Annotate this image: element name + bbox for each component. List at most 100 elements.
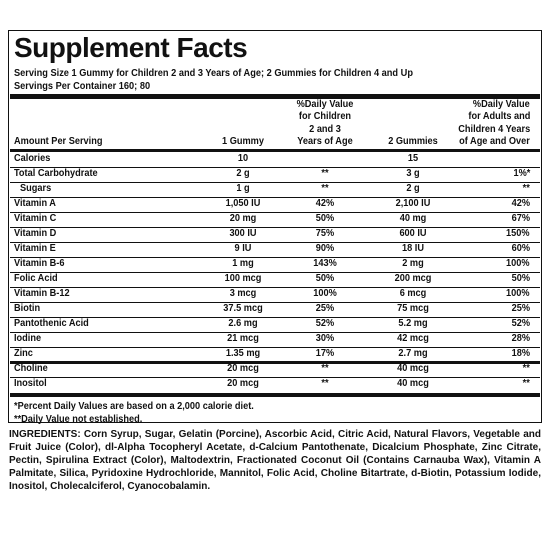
column-header: Years of Age — [297, 136, 353, 147]
nutrient-name: Pantothenic Acid — [14, 318, 89, 329]
servings-per-container: Servings Per Container 160; 80 — [14, 80, 151, 92]
nutrient-name: Choline — [14, 363, 48, 374]
row-rule — [10, 212, 540, 213]
nutrient-value: 50% — [511, 273, 530, 284]
thick-rule — [10, 361, 540, 364]
nutrient-name: Biotin — [14, 303, 41, 314]
column-header: 2 and 3 — [309, 123, 341, 135]
row-rule — [10, 167, 540, 168]
nutrient-value: 100% — [506, 288, 530, 299]
nutrient-name: Vitamin B-12 — [14, 288, 70, 299]
nutrient-value: 3 g — [406, 168, 420, 179]
nutrient-value: 50% — [315, 273, 335, 284]
nutrient-value: 100% — [313, 288, 337, 299]
row-rule — [10, 302, 540, 303]
nutrient-value: 200 mcg — [394, 273, 432, 284]
nutrient-value: 25% — [315, 303, 335, 314]
column-header: for Children — [298, 111, 352, 123]
column-header: Amount Per Serving — [14, 136, 103, 147]
nutrient-value: 150% — [506, 228, 530, 239]
nutrient-name: Vitamin B-6 — [14, 258, 65, 269]
nutrient-value: 75% — [315, 228, 335, 239]
nutrient-value: 1.35 mg — [225, 348, 261, 359]
column-header: of Age and Over — [459, 136, 530, 147]
nutrient-value: 2 g — [236, 168, 250, 179]
nutrient-value: 42% — [315, 198, 335, 209]
nutrient-name: Total Carbohydrate — [14, 168, 98, 179]
nutrient-value: 60% — [511, 243, 530, 254]
nutrient-value: 18% — [511, 348, 530, 359]
nutrient-value: 42 mcg — [397, 333, 429, 344]
row-rule — [10, 317, 540, 318]
nutrient-value: 2,100 IU — [395, 198, 431, 209]
nutrient-value: 28% — [511, 333, 530, 344]
nutrient-value: 100% — [506, 258, 530, 269]
row-rule — [10, 287, 540, 288]
nutrient-name: Vitamin D — [14, 228, 57, 239]
column-header: for Adults and — [467, 111, 530, 123]
row-rule — [10, 182, 540, 183]
row-rule — [10, 242, 540, 243]
nutrient-value: 67% — [511, 213, 530, 224]
nutrient-value: ** — [522, 363, 530, 374]
footnote: *Percent Daily Values are based on a 2,0… — [14, 401, 254, 412]
nutrient-value: 20 mcg — [227, 363, 259, 374]
nutrient-value: 20 mg — [229, 213, 257, 224]
nutrient-value: ** — [321, 168, 329, 179]
row-rule — [10, 332, 540, 333]
nutrient-name: Vitamin E — [14, 243, 56, 254]
nutrient-value: 90% — [315, 243, 335, 254]
nutrient-value: 1 mg — [232, 258, 254, 269]
ingredients: INGREDIENTS: Corn Syrup, Sugar, Gelatin … — [9, 429, 541, 492]
row-rule — [10, 347, 540, 348]
nutrient-value: ** — [522, 183, 530, 194]
nutrient-value: 20 mcg — [227, 378, 259, 389]
thick-rule — [10, 149, 540, 152]
label-border — [8, 30, 542, 423]
column-header: 2 Gummies — [388, 136, 438, 147]
nutrient-value: ** — [321, 183, 329, 194]
nutrient-name: Vitamin A — [14, 198, 56, 209]
nutrient-name: Sugars — [20, 183, 52, 194]
nutrient-value: 2.6 mg — [228, 318, 258, 329]
column-header: %Daily Value — [473, 99, 530, 111]
row-rule — [10, 227, 540, 228]
nutrient-value: ** — [522, 378, 530, 389]
nutrient-value: 9 IU — [234, 243, 252, 254]
nutrient-name: Folic Acid — [14, 273, 58, 284]
nutrient-value: 42% — [511, 198, 530, 209]
nutrient-value: 18 IU — [402, 243, 424, 254]
column-header: Children 4 Years — [458, 123, 530, 135]
nutrient-value: 37.5 mcg — [223, 303, 263, 314]
nutrient-value: 300 IU — [229, 228, 257, 239]
nutrient-value: 15 — [407, 153, 419, 164]
row-rule — [10, 197, 540, 198]
column-header: %Daily Value — [296, 99, 354, 111]
nutrient-value: ** — [321, 378, 329, 389]
nutrient-value: 1 g — [236, 183, 250, 194]
nutrient-name: Inositol — [14, 378, 47, 389]
nutrient-value: 2 g — [406, 183, 420, 194]
nutrient-value: ** — [321, 363, 329, 374]
nutrient-value: 25% — [511, 303, 530, 314]
nutrient-value: 75 mcg — [397, 303, 429, 314]
row-rule — [10, 377, 540, 378]
nutrient-name: Zinc — [14, 348, 33, 359]
nutrient-value: 3 mcg — [229, 288, 257, 299]
nutrient-value: 10 — [237, 153, 249, 164]
thick-rule — [10, 393, 540, 397]
nutrient-value: 1%* — [513, 168, 530, 179]
row-rule — [10, 257, 540, 258]
nutrient-value: 21 mcg — [227, 333, 259, 344]
column-header: 1 Gummy — [222, 136, 264, 147]
nutrient-value: 17% — [315, 348, 335, 359]
nutrient-value: 6 mcg — [399, 288, 427, 299]
nutrient-name: Iodine — [14, 333, 42, 344]
nutrient-value: 40 mcg — [397, 363, 429, 374]
nutrient-value: 143% — [313, 258, 337, 269]
nutrient-name: Calories — [14, 153, 51, 164]
row-rule — [10, 272, 540, 273]
nutrient-name: Vitamin C — [14, 213, 57, 224]
nutrient-value: 2 mg — [402, 258, 424, 269]
